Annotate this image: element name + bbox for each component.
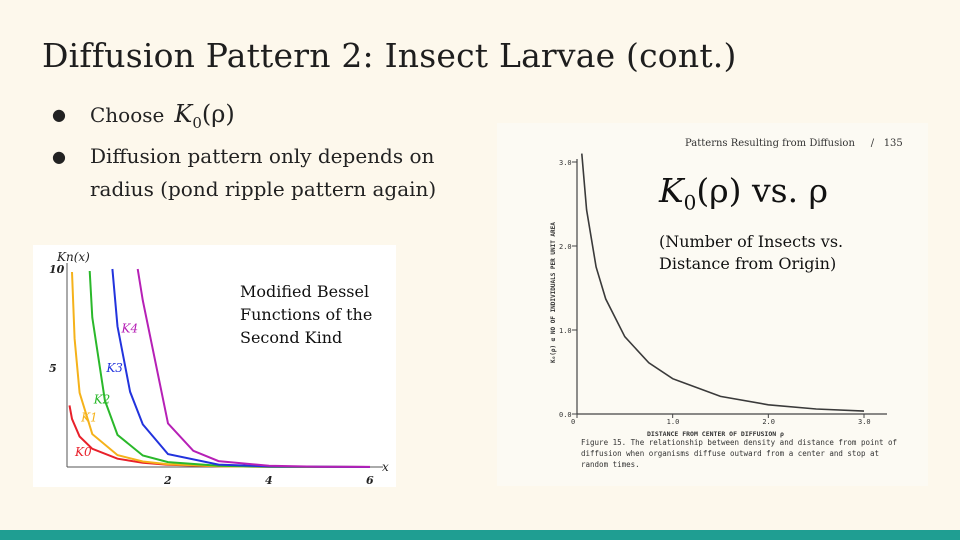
x-axis-label: x (382, 460, 389, 474)
figure-caption: Modified Bessel Functions of the Second … (240, 282, 373, 347)
y-tick-label: 10 (49, 263, 65, 276)
curve-label-k4: K4 (121, 321, 139, 335)
slide-title: Diffusion Pattern 2: Insect Larvae (cont… (42, 36, 737, 75)
density-distance-chart: 3.0 2.0 1.0 0.00 1.0 2.0 3.0 DISTANCE FROM CENT… (550, 153, 887, 438)
y-tick-label: 1.0 (559, 327, 572, 335)
x-tick-label: 2.0 (762, 418, 775, 426)
y-tick-label: 3.0 (559, 159, 572, 167)
x-axis-label: DISTANCE FROM CENTER OF DIFFUSION ρ (647, 430, 784, 438)
curve-label-k2: K2 (93, 393, 111, 407)
overlay-subtitle: (Number of Insects vs. Distance from Ori… (659, 232, 844, 273)
y-tick-label: 5 (49, 362, 57, 375)
y-axis-label: K₀(ρ) α NO OF INDIVIDUALS PER UNIT AREA (550, 222, 557, 363)
curve-label-k3: K3 (105, 361, 123, 375)
x-tick-label: 6 (366, 474, 374, 487)
density-distance-figure: 3.0 2.0 1.0 0.0 0 1.0 2.0 3.0 DISTANCE FROM CENT… (497, 123, 928, 486)
y-axis-label: Kn(x) (56, 250, 90, 264)
series-line-k0 (581, 153, 865, 412)
series-line-k0 (68, 405, 371, 468)
bessel-formula: K0(ρ) (174, 100, 235, 132)
x-tick-label: 1.0 (667, 418, 680, 426)
x-tick-label: 4 (265, 474, 273, 487)
bullet-dot-icon: ● (52, 146, 66, 166)
x-tick-label: 2 (163, 474, 172, 487)
curve-label-k1: K1 (80, 410, 98, 424)
bullet-item: ● Choose K0(ρ) (52, 98, 472, 140)
y-tick-label: 0.0 (559, 411, 572, 419)
bessel-functions-figure: Kn(x) x 10 5 2 4 6 K0 K1 K2 K3 K4 Modified Bessel F… (33, 245, 396, 487)
overlay-title: K0(ρ) vs. ρ (659, 171, 828, 215)
bullet-dot-icon: ● (52, 105, 66, 124)
book-figure-caption: Figure 15. The relationship between dens… (581, 438, 898, 469)
curve-label-k0: K0 (74, 445, 92, 459)
bullet-text: Choose (90, 103, 165, 127)
x-tick-label: 3.0 (858, 418, 871, 426)
bessel-functions-chart: Kn(x) x 10 5 2 4 6 K0 K1 K2 K3 K4 (49, 250, 389, 487)
y-tick-label: 2.0 (559, 243, 572, 251)
book-page-header: Patterns Resulting from Diffusion / 135 (685, 138, 903, 149)
bullet-list: ● Choose K0(ρ) ● Diffusion pattern only d… (52, 98, 472, 206)
series-line-k4 (136, 268, 371, 468)
bottom-accent-bar (0, 530, 960, 540)
bullet-text: Diffusion pattern only depends on radius… (90, 143, 437, 201)
x-tick-label: 0 (571, 418, 575, 426)
bullet-item: ● Diffusion pattern only depends on radi… (52, 140, 472, 206)
